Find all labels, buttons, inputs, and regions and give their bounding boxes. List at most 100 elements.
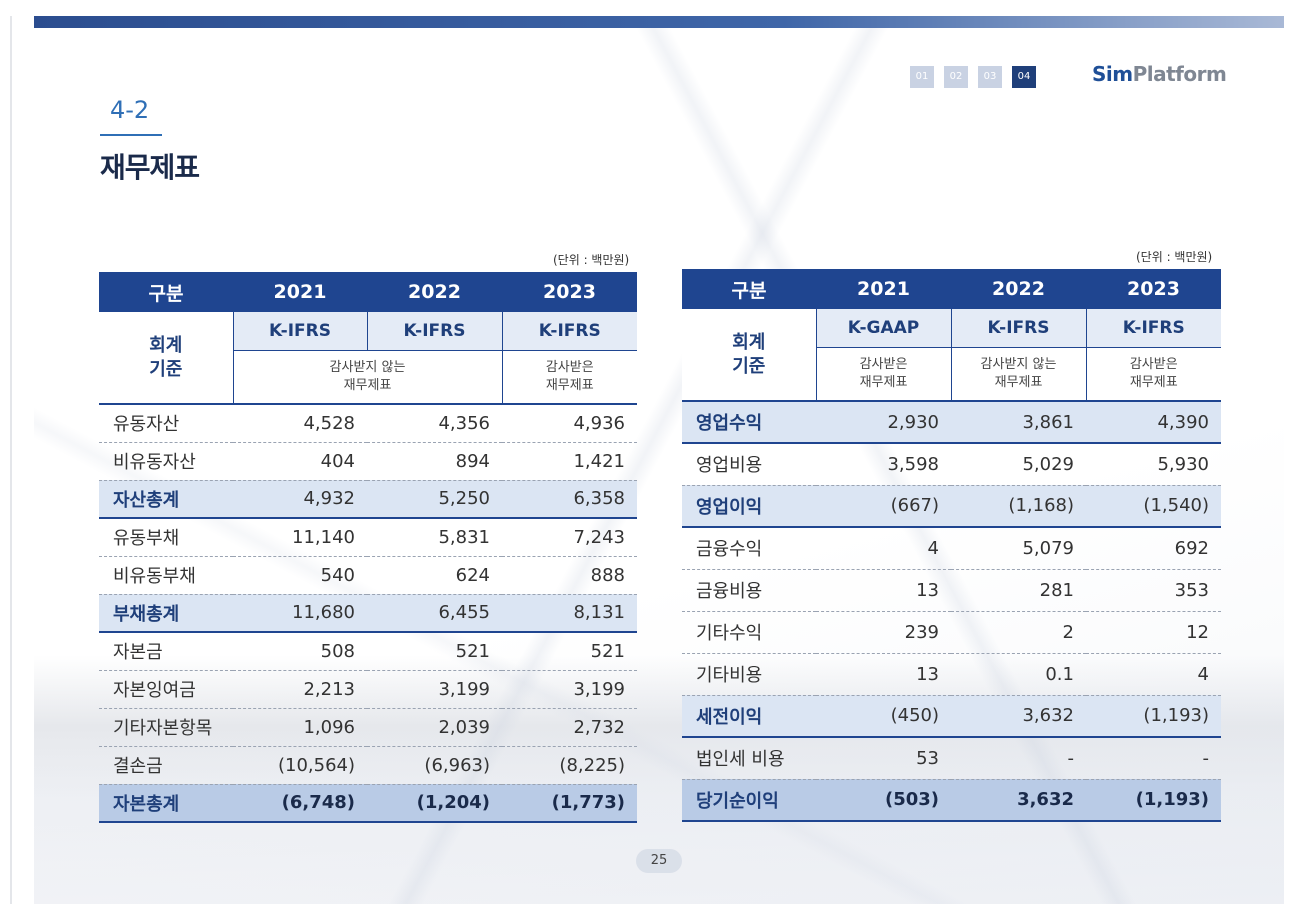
accounting-standard-label: 회계 기준 (682, 309, 817, 402)
row-label: 당기순이익 (682, 779, 816, 822)
row-value-2021: (6,748) (233, 784, 367, 823)
row-value-2023: 3,199 (502, 670, 637, 709)
row-value-2021: (667) (816, 485, 951, 528)
row-value-2023: 888 (502, 556, 637, 595)
audit-status-2022: 감사받지 않는 재무제표 (950, 347, 1086, 402)
row-label: 기타수익 (682, 611, 816, 654)
section-pager: 01 02 03 04 (910, 66, 1036, 88)
row-value-2022: 3,632 (951, 695, 1086, 738)
row-label: 금융수익 (682, 527, 816, 570)
row-value-2022: 521 (367, 632, 502, 671)
logo-text-sim: Sim (1092, 62, 1133, 86)
row-value-2021: 239 (816, 611, 951, 654)
row-value-2021: 540 (233, 556, 367, 595)
page-edge-rule (10, 16, 12, 904)
table-row: 기타수익 239 2 12 (682, 611, 1221, 654)
row-label: 세전이익 (682, 695, 816, 738)
table-row: 자본잉여금 2,213 3,199 3,199 (99, 670, 637, 709)
page-title: 재무제표 (100, 151, 200, 184)
header-category: 구분 (99, 272, 233, 312)
row-value-2023: (1,773) (502, 784, 637, 823)
row-value-2021: 13 (816, 569, 951, 612)
row-label: 자본총계 (99, 784, 233, 823)
row-label: 부채총계 (99, 594, 233, 633)
row-label: 비유동자산 (99, 442, 233, 481)
row-value-2023: 353 (1086, 569, 1221, 612)
pager-item-02[interactable]: 02 (944, 66, 968, 88)
row-value-2021: 11,680 (233, 594, 367, 633)
row-value-2022: 4,356 (367, 404, 502, 443)
table-row: 영업이익 (667) (1,168) (1,540) (682, 485, 1221, 528)
accounting-standard-row: 회계 기준 K-GAAP K-IFRS K-IFRS (682, 309, 1221, 402)
table-row: 유동부채 11,140 5,831 7,243 (99, 518, 637, 557)
table-row: 금융수익 4 5,079 692 (682, 527, 1221, 570)
audit-status-2021: 감사받은 재무제표 (815, 347, 951, 402)
header-2021: 2021 (816, 269, 951, 309)
row-label: 결손금 (99, 746, 233, 785)
standard-name-2022: K-IFRS (366, 312, 502, 351)
audit-status-row: 감사받은 재무제표 감사받지 않는 재무제표 감사받은 재무제표 (682, 347, 1221, 402)
row-value-2022: 5,250 (367, 480, 502, 519)
row-value-2021: 4,932 (233, 480, 367, 519)
section-number: 4-2 (110, 96, 150, 124)
row-value-2022: 2 (951, 611, 1086, 654)
row-value-2021: 11,140 (233, 518, 367, 557)
row-label: 자산총계 (99, 480, 233, 519)
table-row: 세전이익 (450) 3,632 (1,193) (682, 695, 1221, 738)
row-value-2023: 7,243 (502, 518, 637, 557)
row-value-2023: 2,732 (502, 708, 637, 747)
row-value-2021: 1,096 (233, 708, 367, 747)
row-value-2022: 3,199 (367, 670, 502, 709)
row-label: 비유동부채 (99, 556, 233, 595)
pager-item-04[interactable]: 04 (1012, 66, 1036, 88)
row-value-2023: (1,540) (1086, 485, 1221, 528)
logo-text-platform: Platform (1132, 62, 1227, 86)
header-2023: 2023 (502, 272, 637, 312)
table-row: 기타자본항목 1,096 2,039 2,732 (99, 708, 637, 747)
row-value-2021: 3,598 (816, 443, 951, 486)
row-value-2022: 5,831 (367, 518, 502, 557)
row-value-2022: 0.1 (951, 653, 1086, 696)
row-value-2023: 692 (1086, 527, 1221, 570)
table-row: 영업수익 2,930 3,861 4,390 (682, 401, 1221, 444)
row-value-2021: 4 (816, 527, 951, 570)
audit-status-2023: 감사받은 재무제표 (1085, 347, 1221, 402)
table-row: 금융비용 13 281 353 (682, 569, 1221, 612)
row-value-2022: 624 (367, 556, 502, 595)
table-row: 기타비용 13 0.1 4 (682, 653, 1221, 696)
header-2021: 2021 (233, 272, 367, 312)
table-row: 결손금 (10,564) (6,963) (8,225) (99, 746, 637, 785)
row-value-2023: 4 (1086, 653, 1221, 696)
row-label: 자본금 (99, 632, 233, 671)
pager-item-03[interactable]: 03 (978, 66, 1002, 88)
row-value-2021: (10,564) (233, 746, 367, 785)
row-value-2023: 1,421 (502, 442, 637, 481)
standard-name-2022: K-IFRS (950, 309, 1086, 348)
row-value-2022: (1,204) (367, 784, 502, 823)
balance-sheet-header-row: 구분 2021 2022 2023 (99, 272, 637, 312)
pager-item-01[interactable]: 01 (910, 66, 934, 88)
row-label: 유동부채 (99, 518, 233, 557)
standard-name-2021: K-IFRS (232, 312, 367, 351)
row-label: 자본잉여금 (99, 670, 233, 709)
row-value-2021: 404 (233, 442, 367, 481)
balance-sheet-unit: (단위 : 백만원) (553, 253, 630, 267)
table-row: 자산총계 4,932 5,250 6,358 (99, 480, 637, 519)
row-value-2022: 2,039 (367, 708, 502, 747)
row-value-2021: 4,528 (233, 404, 367, 443)
row-label: 기타비용 (682, 653, 816, 696)
table-row: 당기순이익 (503) 3,632 (1,193) (682, 779, 1221, 822)
standard-name-2021: K-GAAP (815, 309, 951, 348)
row-value-2023: 5,930 (1086, 443, 1221, 486)
row-value-2023: 521 (502, 632, 637, 671)
top-accent-bar (34, 16, 1284, 28)
row-value-2022: (1,168) (951, 485, 1086, 528)
row-value-2022: 3,632 (951, 779, 1086, 822)
row-label: 영업수익 (682, 401, 816, 444)
balance-sheet-body: 유동자산 4,528 4,356 4,936 비유동자산 404 894 1,421 자산총계 4… (99, 404, 637, 823)
row-value-2021: 13 (816, 653, 951, 696)
row-value-2022: (6,963) (367, 746, 502, 785)
row-label: 금융비용 (682, 569, 816, 612)
audit-status-2021-2022: 감사받지 않는 재무제표 (232, 350, 502, 405)
header-category: 구분 (682, 269, 816, 309)
